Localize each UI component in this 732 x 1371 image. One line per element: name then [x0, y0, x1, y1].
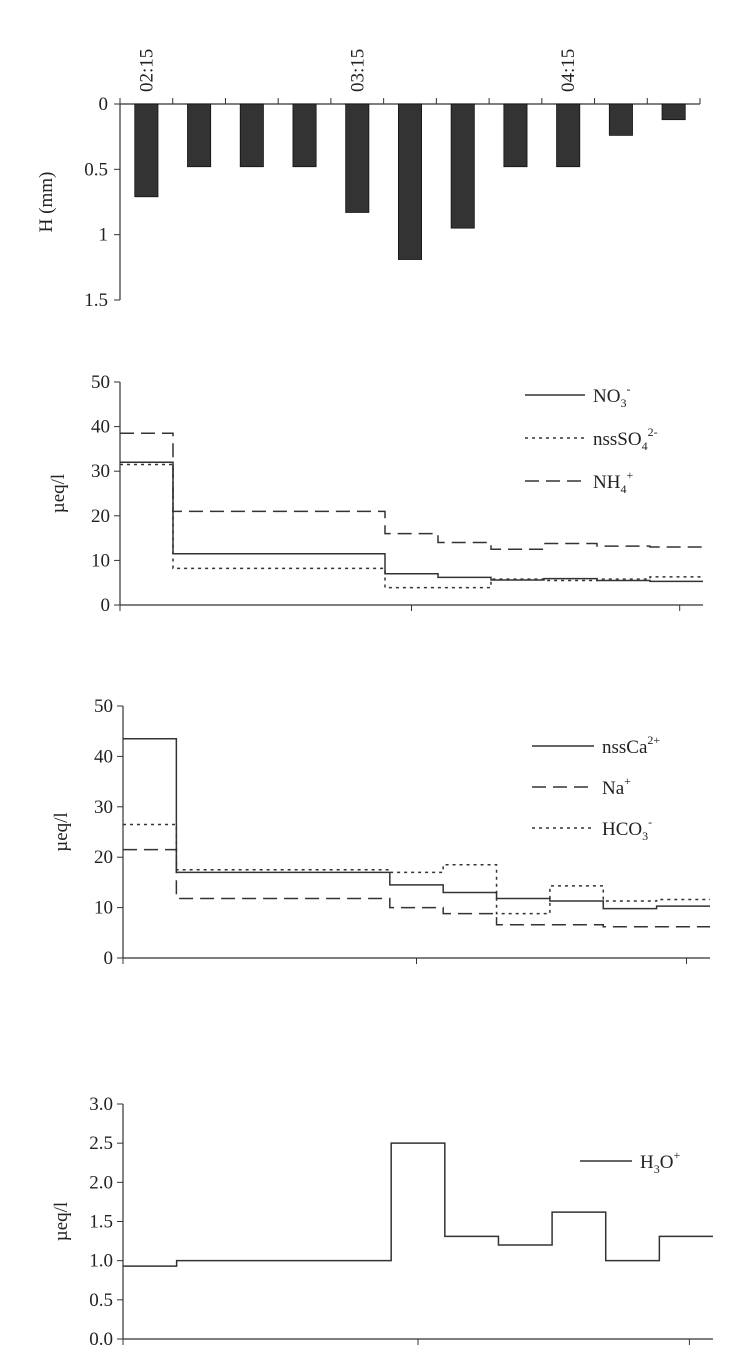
bar — [556, 103, 581, 168]
hydronium-chart: 0.0 0.5 1.0 1.5 2.0 2.5 3.0 H3O+ µeq/l — [51, 1094, 713, 1350]
series-line — [123, 1142, 713, 1267]
bar — [187, 103, 212, 168]
bar — [397, 103, 422, 260]
bar — [450, 103, 475, 229]
legend-label: NO3- — [593, 382, 630, 410]
y-tick-label: 1.5 — [84, 290, 108, 311]
y-tick-label: 0 — [99, 94, 109, 115]
legend-label: H3O+ — [640, 1148, 680, 1176]
bar — [661, 103, 686, 121]
series-line — [123, 848, 710, 928]
series-line — [123, 823, 710, 915]
y-tick-label: 20 — [94, 847, 113, 868]
series-line — [123, 738, 710, 910]
y-tick-label: 10 — [91, 550, 110, 571]
y-tick-label: 1.5 — [89, 1212, 113, 1233]
y-tick-label: 30 — [91, 461, 110, 482]
series-line — [120, 461, 703, 583]
y-axis-title: µeq/l — [51, 1202, 72, 1241]
y-axis-title: µeq/l — [48, 474, 69, 513]
y-axis-title: H (mm) — [36, 172, 57, 233]
bar — [345, 103, 370, 213]
y-tick-label: 40 — [91, 417, 110, 438]
y-tick-label: 30 — [94, 797, 113, 818]
y-tick-label: 0.5 — [84, 159, 108, 180]
bar — [503, 103, 528, 168]
y-tick-label: 0 — [104, 948, 114, 969]
y-axis-title: µeq/l — [51, 812, 72, 851]
bar — [608, 103, 633, 136]
y-tick-label: 1 — [99, 225, 109, 246]
y-tick-label: 50 — [91, 372, 110, 393]
time-label: 04:15 — [558, 49, 579, 92]
cation-bicarbonate-chart: 0 10 20 30 40 50 nssCa2+ Na+ HCO3- µeq/l — [51, 696, 710, 969]
y-tick-label: 40 — [94, 746, 113, 767]
rainfall-chart: 0 0.5 1 1.5 02:15 03:15 04:15 H (mm) — [36, 49, 701, 311]
y-tick-label: 0 — [101, 595, 111, 616]
legend-label: HCO3- — [602, 815, 652, 843]
bar — [239, 103, 264, 168]
bar — [134, 103, 159, 198]
legend-label: Na+ — [602, 774, 631, 799]
legend-label: nssCa2+ — [602, 733, 660, 758]
time-label: 03:15 — [347, 49, 368, 92]
anion-ammonium-chart: 0 10 20 30 40 50 NO3- nssSO42- NH4+ µeq/l — [48, 372, 703, 616]
y-tick-label: 0.5 — [89, 1290, 113, 1311]
y-tick-label: 1.0 — [89, 1251, 113, 1272]
y-tick-label: 3.0 — [89, 1094, 113, 1115]
time-label: 02:15 — [136, 49, 157, 92]
y-tick-label: 0.0 — [89, 1329, 113, 1350]
series-line — [120, 463, 703, 589]
series-line — [120, 432, 703, 550]
y-tick-label: 20 — [91, 506, 110, 527]
legend-label: nssSO42- — [593, 425, 658, 453]
y-tick-label: 2.0 — [89, 1172, 113, 1193]
y-tick-label: 2.5 — [89, 1133, 113, 1154]
bar — [292, 103, 317, 168]
y-tick-label: 50 — [94, 696, 113, 717]
y-tick-label: 10 — [94, 898, 113, 919]
legend-label: NH4+ — [593, 468, 633, 496]
